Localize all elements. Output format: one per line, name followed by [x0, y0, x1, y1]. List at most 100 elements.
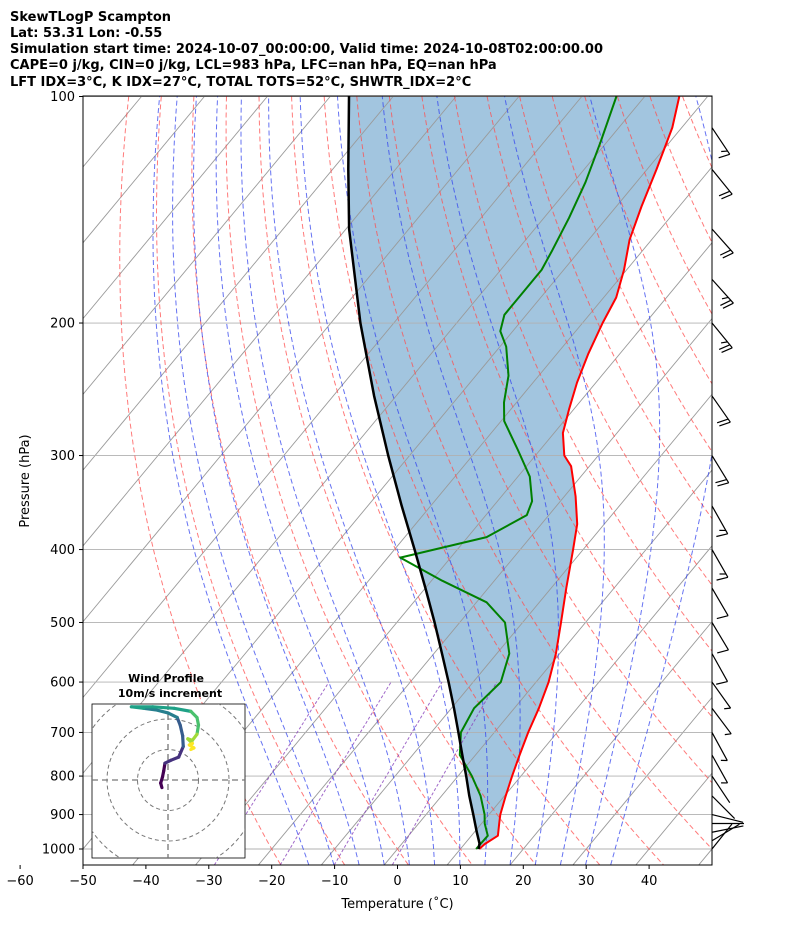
wind-barb-staff	[711, 795, 736, 819]
dry-adiabat	[225, 96, 473, 865]
wind-barb	[711, 169, 733, 200]
dry-adiabat	[119, 96, 282, 865]
y-tick-label: 200	[50, 317, 75, 332]
mixing-ratio-line	[213, 681, 330, 865]
wind-barb-staff	[711, 754, 729, 784]
hodograph-segment	[151, 705, 176, 710]
dry-adiabat-layer	[119, 96, 712, 865]
wind-barb-staff	[711, 775, 731, 804]
wind-barb-staff	[711, 169, 733, 195]
axes-layer: −60 −50 −40 −30 −20 −10 0 10 20 30 40 1000 900 800 700…	[6, 90, 657, 889]
wind-barb-staff	[711, 622, 729, 651]
wind-barb-flag	[717, 649, 729, 654]
wind-barb	[711, 754, 729, 784]
x-tick-label: −60	[6, 874, 33, 889]
x-tick-label: −30	[195, 874, 222, 889]
dry-adiabat	[616, 96, 712, 316]
dry-adiabat	[421, 96, 712, 718]
wind-barb-flag	[717, 482, 729, 487]
parcel-profile	[347, 96, 481, 850]
hodograph-segment	[154, 708, 170, 715]
y-tick-label: 800	[50, 770, 75, 785]
wind-barb	[711, 775, 731, 804]
moist-adiabat	[381, 96, 521, 865]
wind-barb-staff	[711, 127, 731, 155]
wind-barb-flag	[718, 190, 730, 197]
wind-barb	[711, 228, 734, 259]
title-line-1: SkewTLogP Scampton	[10, 10, 171, 25]
y-tick-label: 100	[50, 90, 75, 105]
hodograph-segment	[172, 706, 193, 713]
moist-adiabat	[215, 96, 385, 865]
wind-barb	[711, 549, 729, 581]
y-tick-label: 900	[50, 808, 75, 823]
wind-barb	[711, 825, 744, 833]
isotherm-line	[195, 242, 712, 865]
wind-barb	[711, 813, 744, 823]
isotherm-line	[258, 317, 712, 865]
moist-adiabat	[299, 96, 461, 865]
temperature-profile	[478, 96, 681, 850]
wind-barb-flag	[721, 193, 733, 200]
isotherm-line	[698, 848, 712, 865]
wind-barb-staff	[711, 653, 729, 682]
moist-adiabat	[610, 96, 712, 865]
wind-barb	[711, 681, 732, 710]
moist-adiabat-layer	[152, 96, 712, 865]
dry-adiabat	[388, 96, 712, 784]
moist-adiabat	[172, 96, 335, 865]
x-tick-label: −40	[132, 874, 159, 889]
wind-barb-flag	[720, 299, 732, 306]
wind-barb-flag	[719, 249, 731, 256]
isotherm-line	[0, 97, 16, 865]
mixing-ratio-line	[279, 681, 392, 865]
hodograph-inset: Wind Profile 10m/s increment	[91, 672, 246, 859]
wind-barb-flag	[716, 418, 729, 424]
wind-barb	[711, 622, 729, 654]
plot-area	[0, 96, 712, 865]
x-tick-label: 10	[452, 874, 469, 889]
moist-adiabat	[436, 96, 559, 865]
isotherm-line	[83, 96, 205, 244]
hodograph-segment	[177, 744, 185, 759]
wind-barb-staff	[711, 825, 744, 833]
moist-adiabat	[585, 96, 661, 865]
y-tick-label: 300	[50, 449, 75, 464]
dewpoint-profile	[399, 96, 618, 850]
wind-barb	[711, 732, 728, 762]
wind-barb-staff	[711, 395, 731, 423]
isotherm-line	[83, 96, 583, 699]
wind-barb	[711, 127, 731, 159]
hodograph-subtitle: 10m/s increment	[118, 687, 222, 700]
wind-barb-staff	[711, 587, 729, 616]
x-tick-label: 30	[578, 874, 595, 889]
y-axis-label: Pressure (hPa)	[18, 434, 33, 527]
isotherm-line	[83, 96, 520, 623]
wind-barb	[711, 707, 732, 736]
y-tick-label: 700	[50, 726, 75, 741]
title-line-5: LFT IDX=3°C, K IDX=27°C, TOTAL TOTS=52°C…	[10, 75, 471, 90]
mixing-ratio-line	[333, 681, 443, 865]
dry-adiabat	[454, 96, 712, 652]
dry-adiabat	[156, 96, 346, 865]
dry-adiabat	[584, 96, 712, 385]
x-tick-label: −10	[321, 874, 348, 889]
dry-adiabat	[191, 96, 409, 865]
wind-barb-flag	[718, 344, 731, 350]
wind-barb-flag	[721, 296, 729, 300]
hodograph-segment	[189, 746, 196, 752]
mixing-ratio-line	[391, 681, 498, 865]
wind-barb-staff	[711, 549, 729, 578]
hodograph-segment	[166, 711, 179, 720]
figure-title: SkewTLogP Scampton Lat: 53.31 Lon: -0.55…	[10, 10, 603, 90]
wind-barb-staff	[711, 228, 734, 254]
wind-barb-staff	[711, 278, 734, 304]
isotherm-line	[0, 97, 79, 865]
wind-barb-flag	[721, 347, 733, 353]
wind-barb-staff	[711, 455, 730, 484]
wind-barb-staff	[711, 823, 733, 850]
cape-fill-area	[348, 96, 680, 849]
wind-barb	[711, 587, 729, 620]
x-tick-label: 20	[515, 874, 532, 889]
dry-adiabat	[323, 96, 664, 865]
